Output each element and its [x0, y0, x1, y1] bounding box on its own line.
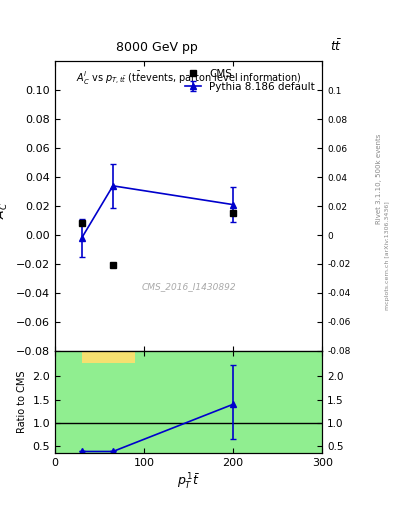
Legend: CMS, Pythia 8.186 default: CMS, Pythia 8.186 default	[183, 67, 317, 94]
CMS	[110, 262, 115, 268]
X-axis label: $p_T^{\,1}\bar{t}$: $p_T^{\,1}\bar{t}$	[177, 471, 200, 490]
Text: mcplots.cern.ch [arXiv:1306.3436]: mcplots.cern.ch [arXiv:1306.3436]	[385, 202, 389, 310]
CMS	[231, 210, 235, 217]
Y-axis label: $A_C^{lep}$: $A_C^{lep}$	[0, 194, 11, 219]
Bar	[82, 351, 135, 364]
CMS	[79, 220, 84, 226]
Text: $t\bar{t}$: $t\bar{t}$	[330, 38, 342, 54]
Text: CMS_2016_I1430892: CMS_2016_I1430892	[141, 283, 236, 291]
Text: 8000 GeV pp: 8000 GeV pp	[116, 41, 198, 54]
Line: CMS: CMS	[78, 210, 237, 269]
Y-axis label: Ratio to CMS: Ratio to CMS	[17, 371, 27, 433]
Text: Rivet 3.1.10, 500k events: Rivet 3.1.10, 500k events	[376, 134, 382, 224]
Text: $A_C^l$ vs $p_{T,t\bar{t}}$ (t$\bar{t}$events, parton level information): $A_C^l$ vs $p_{T,t\bar{t}}$ (t$\bar{t}$e…	[76, 70, 301, 87]
